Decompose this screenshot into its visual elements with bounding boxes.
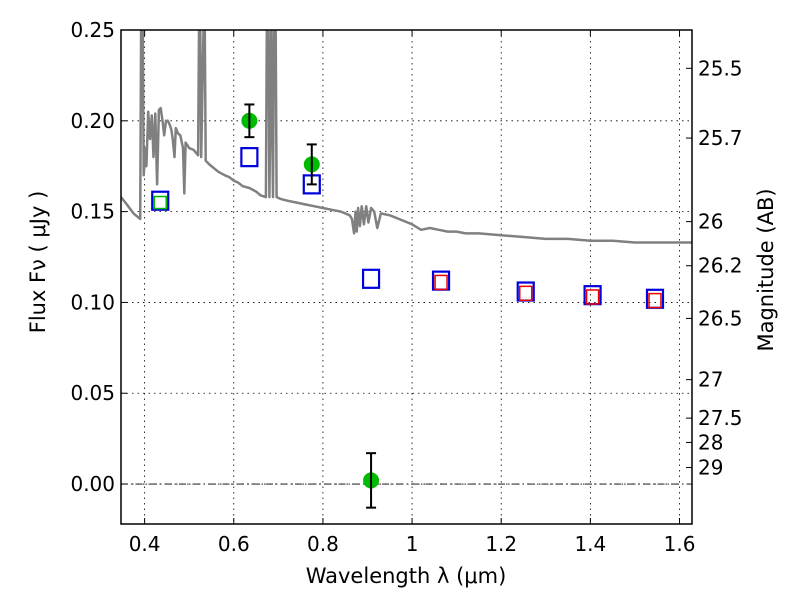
x-tick-labels: 0.4 0.6 0.8 1 1.2 1.4 1.6 — [129, 532, 696, 556]
x-tick-label: 1.6 — [664, 532, 696, 556]
y2-tick-label: 25.5 — [698, 56, 743, 80]
model-spectrum-line — [121, 30, 692, 244]
y2-axis-label: Magnitude (AB) — [754, 188, 778, 351]
model-flux-blue-square — [361, 268, 381, 289]
axis-ticks — [121, 29, 692, 524]
x-tick-label: 0.8 — [307, 532, 339, 556]
model-flux-red-square — [648, 292, 662, 309]
y-tick-label: 0.20 — [70, 109, 115, 133]
y-tick-labels: 0.00 0.05 0.10 0.15 0.20 0.25 — [70, 18, 115, 496]
plot-frame — [120, 29, 693, 525]
y-tick-label: 0.05 — [70, 381, 115, 405]
y2-tick-label: 27.5 — [698, 406, 743, 430]
model-flux-blue-square — [240, 147, 259, 168]
y-tick-label: 0.15 — [70, 200, 115, 224]
model-flux-blue-square — [151, 190, 170, 211]
x-tick-label: 1.4 — [574, 532, 606, 556]
y2-tick-label: 26.2 — [698, 254, 743, 278]
y2-tick-label: 29 — [698, 456, 723, 480]
y-axis-label: Flux Fν ( μJy ) — [26, 191, 50, 334]
x-tick-label: 1.2 — [485, 532, 517, 556]
marker-layer — [151, 103, 665, 509]
x-tick-label: 0.4 — [129, 532, 161, 556]
y2-tick-label: 28 — [698, 430, 723, 454]
x-tick-label: 0.6 — [218, 532, 250, 556]
y-tick-label: 0.00 — [70, 472, 115, 496]
model-flux-green-square — [153, 195, 167, 210]
y2-tick-label: 25.7 — [698, 126, 743, 150]
spectrum-layer — [121, 30, 692, 244]
model-flux-red-square — [434, 274, 448, 291]
model-flux-red-square — [585, 289, 600, 305]
y2-tick-label: 26.5 — [698, 306, 743, 330]
x-axis-label: Wavelength λ (μm) — [306, 564, 507, 588]
y-tick-label: 0.25 — [70, 18, 115, 42]
plot-background — [121, 30, 692, 524]
model-flux-red-square — [518, 285, 533, 302]
grid-lines — [121, 29, 692, 524]
y2-tick-label: 27 — [698, 368, 723, 392]
y-tick-label: 0.10 — [70, 290, 115, 314]
y2-tick-label: 26 — [698, 210, 723, 234]
x-tick-label: 1 — [406, 532, 419, 556]
